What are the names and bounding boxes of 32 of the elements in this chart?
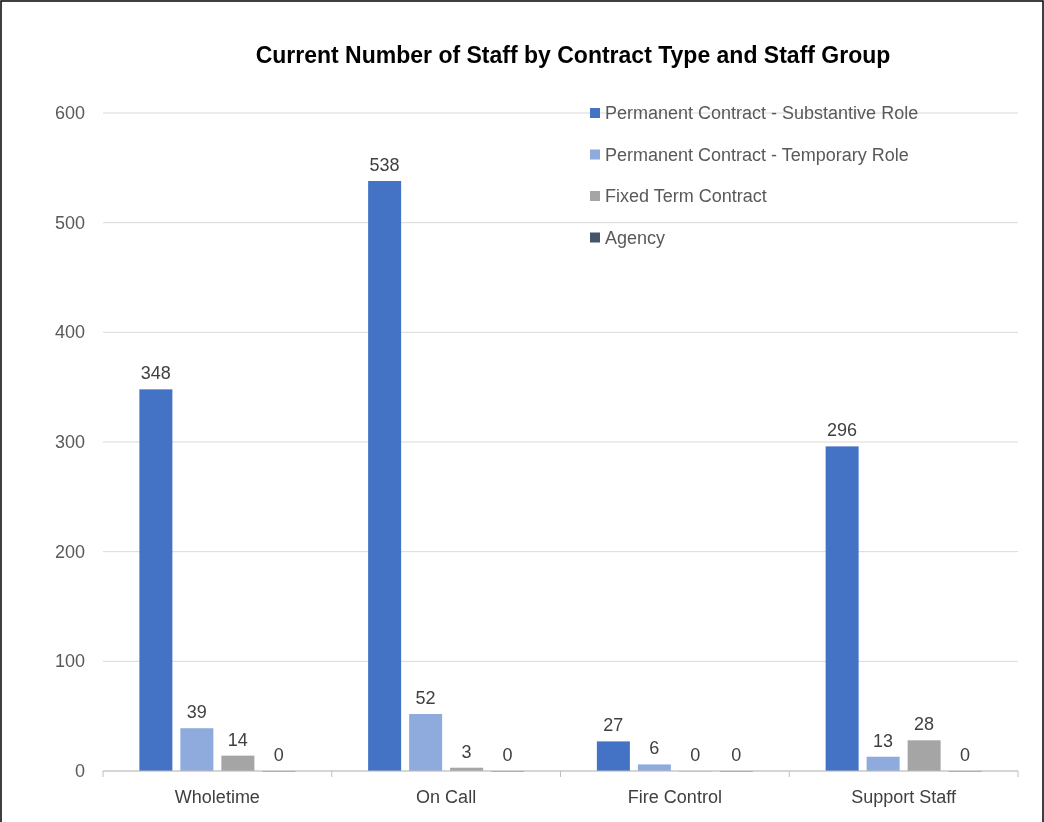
data-label: 39 bbox=[186, 702, 207, 723]
data-label: 14 bbox=[227, 729, 248, 750]
data-label: 296 bbox=[827, 420, 858, 441]
data-label: 3 bbox=[461, 741, 472, 762]
y-tick-label: 100 bbox=[54, 651, 85, 672]
legend-label: Permanent Contract - Temporary Role bbox=[605, 144, 909, 165]
x-tick-label: Fire Control bbox=[627, 787, 722, 807]
x-tick-label: Support Staff bbox=[851, 787, 957, 807]
y-tick-label: 200 bbox=[54, 541, 85, 562]
data-label: 348 bbox=[140, 363, 171, 384]
data-label: 28 bbox=[914, 714, 935, 735]
data-label: 0 bbox=[273, 745, 284, 765]
y-tick-label: 600 bbox=[54, 103, 85, 123]
data-label: 538 bbox=[369, 154, 400, 175]
data-label: 6 bbox=[649, 738, 660, 759]
data-label: 0 bbox=[731, 745, 742, 765]
chart-title: Current Number of Staff by Contract Type and Staff Group bbox=[255, 42, 891, 68]
data-label: 0 bbox=[690, 745, 701, 765]
data-label: 13 bbox=[873, 730, 894, 751]
data-label: 0 bbox=[960, 745, 971, 765]
data-label: 52 bbox=[415, 687, 436, 708]
data-label: 0 bbox=[502, 745, 513, 765]
y-tick-label: 300 bbox=[54, 432, 85, 452]
legend-label: Agency bbox=[605, 227, 666, 248]
legend-label: Permanent Contract - Substantive Role bbox=[605, 103, 919, 123]
y-tick-label: 500 bbox=[54, 212, 85, 233]
x-tick-label: Wholetime bbox=[174, 787, 260, 807]
data-label: 27 bbox=[603, 715, 624, 736]
y-tick-label: 400 bbox=[54, 322, 85, 343]
y-tick-label: 0 bbox=[74, 761, 85, 781]
legend-label: Fixed Term Contract bbox=[605, 186, 767, 206]
x-tick-label: On Call bbox=[416, 787, 477, 807]
